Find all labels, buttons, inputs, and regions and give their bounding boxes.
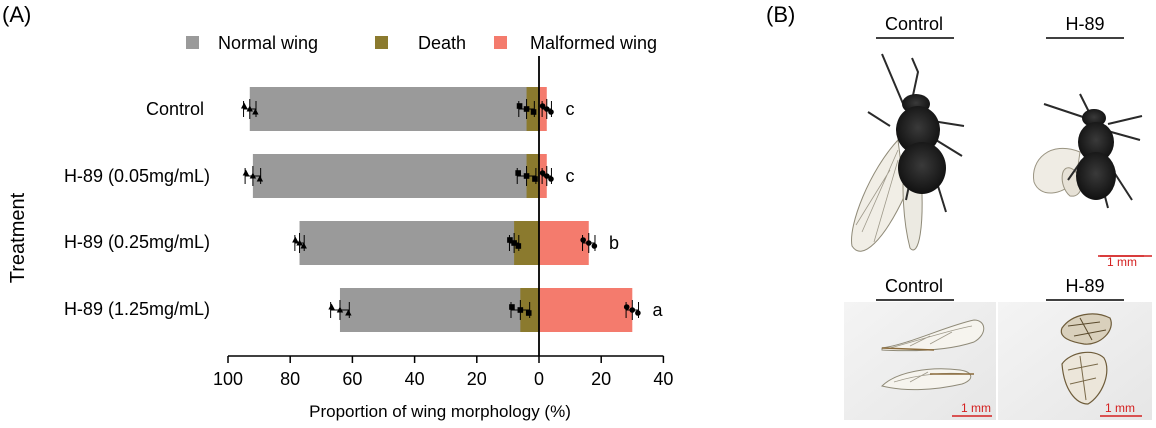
point-death-2-2 [515, 243, 522, 249]
x-axis-ticks: 100 80 60 40 20 0 20 40 [213, 355, 673, 389]
legend-label-normal-wing: Normal wing [218, 33, 318, 53]
plot-area: c c b a [240, 56, 664, 356]
point-death-0-2 [530, 109, 537, 115]
point-malformed-wing-2-0 [580, 237, 586, 243]
category-label-2: H-89 (0.25mg/mL) [64, 232, 210, 252]
photo-label-h89-top: H-89 [1065, 14, 1104, 34]
bar-malformed-wing-2 [539, 221, 589, 265]
x-tick-label-1: 80 [280, 369, 300, 389]
point-normal-wing-1-1 [249, 172, 257, 179]
x-tick-label-5: 0 [534, 369, 544, 389]
point-malformed-wing-0-0 [539, 103, 546, 109]
legend-label-death: Death [418, 33, 466, 53]
scale-label-bottom-left: 1 mm [961, 401, 991, 415]
scale-label-top: 1 mm [1107, 255, 1137, 269]
significance-letter-3: a [653, 300, 664, 320]
point-death-3-0 [509, 304, 515, 310]
bar-normal-wing-1 [252, 154, 539, 198]
bar-normal-wing-2 [299, 221, 539, 265]
panel-a-label: (A) [2, 2, 31, 27]
point-malformed-wing-1-0 [539, 170, 546, 176]
point-normal-wing-0-0 [240, 102, 248, 109]
bar-normal-wing-0 [249, 87, 539, 131]
x-tick-label-4: 20 [467, 369, 487, 389]
point-malformed-wing-2-2 [591, 243, 598, 249]
point-malformed-wing-2-1 [585, 240, 592, 246]
category-label-3: H-89 (1.25mg/mL) [64, 299, 210, 319]
point-normal-wing-3-2 [345, 309, 352, 316]
point-malformed-wing-3-2 [635, 310, 641, 316]
x-tick-label-2: 60 [342, 369, 362, 389]
legend-swatch-normal-wing [186, 36, 199, 49]
photo-h89-wings: H-89 1 mm [998, 276, 1152, 420]
legend-label-malformed-wing: Malformed wing [530, 33, 657, 53]
point-malformed-wing-0-2 [548, 109, 554, 115]
x-tick-label-3: 40 [405, 369, 425, 389]
point-death-2-1 [511, 240, 517, 246]
significance-letter-1: c [565, 166, 574, 186]
panel-b-label: (B) [766, 2, 795, 27]
point-normal-wing-2-0 [292, 236, 299, 243]
photo-h89-aphid: H-89 1 mm [1033, 14, 1144, 269]
point-normal-wing-0-1 [246, 105, 253, 112]
scale-label-bottom-right: 1 mm [1105, 401, 1135, 415]
y-axis-title: Treatment [7, 192, 29, 283]
point-malformed-wing-1-2 [548, 176, 554, 182]
point-normal-wing-2-1 [296, 239, 303, 246]
legend-swatch-death [375, 36, 388, 49]
point-normal-wing-3-1 [336, 306, 344, 313]
bar-normal-wing-3 [339, 288, 539, 332]
chart-legend: Normal wing Death Malformed wing [186, 33, 657, 53]
point-normal-wing-1-0 [242, 169, 250, 176]
x-tick-label-7: 40 [653, 369, 673, 389]
x-tick-label-0: 100 [213, 369, 243, 389]
significance-letter-0: c [565, 99, 574, 119]
legend-swatch-malformed-wing [494, 36, 507, 49]
point-death-2-0 [507, 237, 513, 243]
photo-label-control-top: Control [885, 14, 943, 34]
point-normal-wing-0-2 [252, 108, 259, 115]
point-death-3-1 [517, 307, 524, 313]
category-label-0: Control [146, 99, 204, 119]
photo-control-wings: Control 1 mm [844, 276, 996, 420]
x-axis-title: Proportion of wing morphology (%) [309, 402, 571, 421]
point-death-1-0 [515, 170, 521, 176]
significance-letter-2: b [609, 233, 619, 253]
point-death-0-1 [523, 106, 530, 112]
point-normal-wing-3-0 [328, 303, 335, 310]
point-death-1-1 [523, 173, 530, 179]
point-malformed-wing-1-1 [543, 173, 550, 179]
errorbar-normal-wing-3 [330, 300, 350, 320]
photo-control-aphid: Control [851, 14, 1152, 257]
bar-malformed-wing-3 [539, 288, 633, 332]
x-tick-label-6: 20 [591, 369, 611, 389]
point-malformed-wing-0-1 [543, 106, 550, 112]
point-death-1-2 [532, 176, 538, 182]
point-death-0-0 [516, 103, 523, 109]
point-normal-wing-1-2 [256, 175, 264, 182]
point-death-3-2 [525, 310, 532, 316]
category-label-1: H-89 (0.05mg/mL) [64, 166, 210, 186]
point-malformed-wing-3-0 [623, 304, 630, 310]
photo-label-control-bottom: Control [885, 276, 943, 296]
point-malformed-wing-3-1 [629, 307, 636, 313]
photo-label-h89-bottom: H-89 [1065, 276, 1104, 296]
point-normal-wing-2-2 [300, 242, 307, 249]
